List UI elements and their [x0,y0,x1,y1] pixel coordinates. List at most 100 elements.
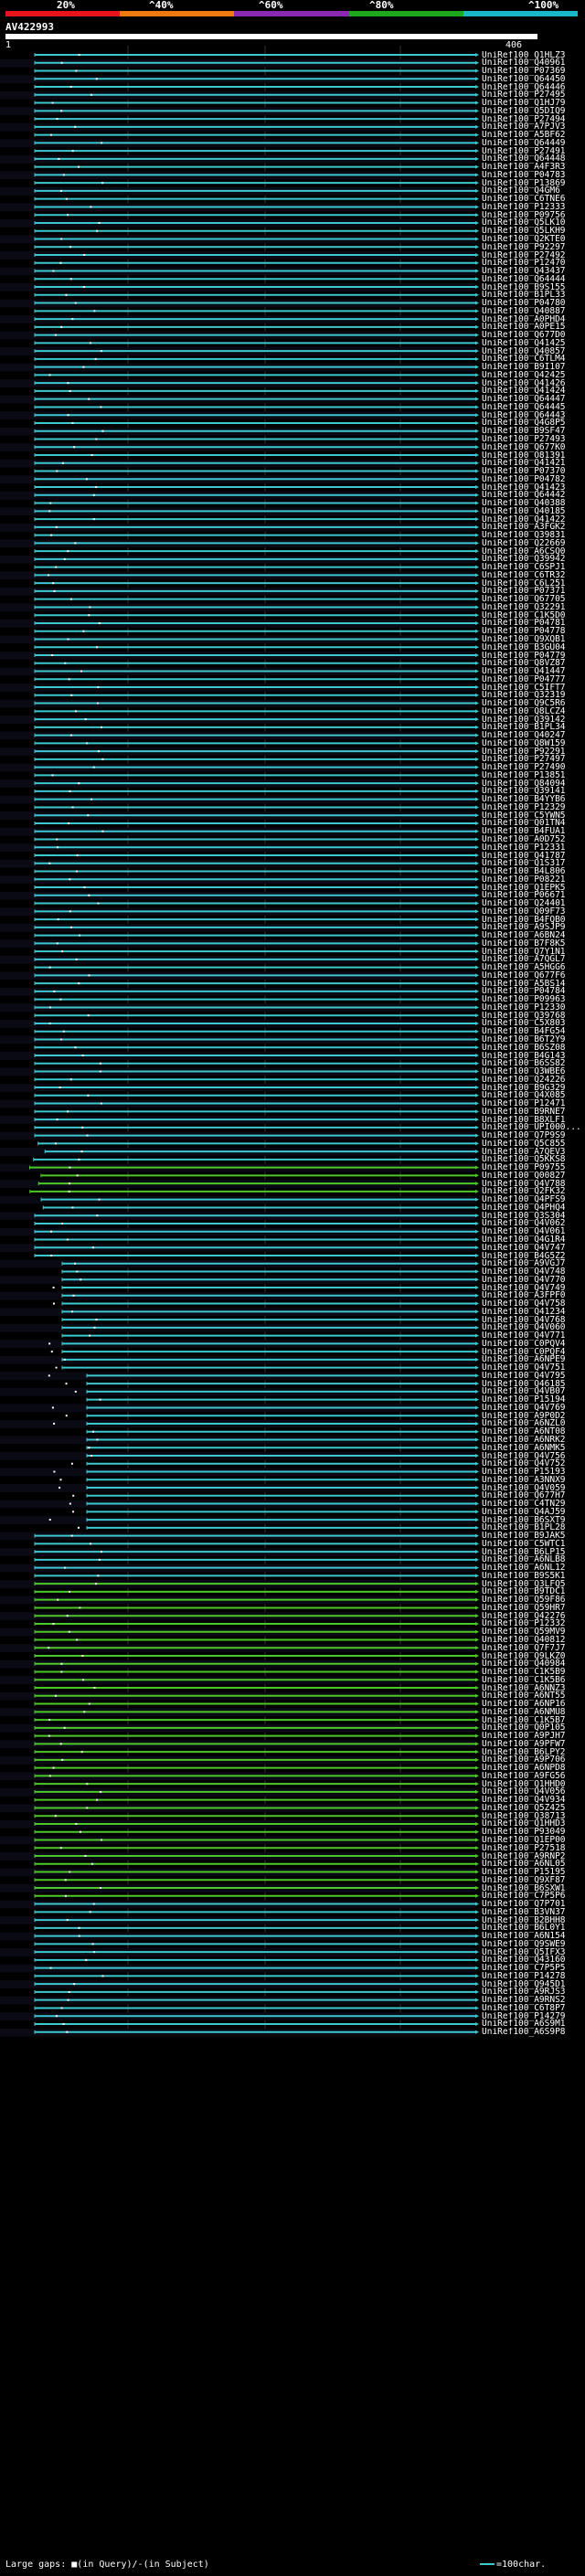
hit-label[interactable]: UniRef100_B8XLF1 [482,1115,566,1125]
hit-label[interactable]: UniRef100_Q64443 [482,410,566,420]
hit-label[interactable]: UniRef100_Q64450 [482,74,566,84]
hit-label[interactable]: UniRef100_P12332 [482,1619,566,1629]
hit-label[interactable]: UniRef100_Q1HLZ3 [482,50,566,60]
hit-label[interactable]: UniRef100_C6SPJ1 [482,563,566,573]
hit-label[interactable]: UniRef100_A9SJP9 [482,923,566,933]
hit-label[interactable]: UniRef100_A4F3R3 [482,163,566,173]
hit-label[interactable]: UniRef100_Q64448 [482,154,566,164]
hit-label[interactable]: UniRef100_P07371 [482,587,566,597]
hit-label[interactable]: UniRef100_Q9XF87 [482,1875,566,1885]
hit-label[interactable]: UniRef100_Q5DIQ9 [482,106,566,116]
hit-label[interactable]: UniRef100_Q40984 [482,1659,566,1670]
hit-label[interactable]: UniRef100_Q46185 [482,1379,566,1389]
hit-label[interactable]: UniRef100_Q1S317 [482,859,566,869]
hit-label[interactable]: UniRef100_Q09F73 [482,906,566,917]
hit-label[interactable]: UniRef100_C6TLM4 [482,355,566,365]
hit-label[interactable]: UniRef100_P15195 [482,1868,566,1878]
hit-label[interactable]: UniRef100_O81391 [482,451,566,461]
hit-label[interactable]: UniRef100_Q1HJ79 [482,99,566,109]
hit-label[interactable]: UniRef100_Q945D1 [482,1979,566,1989]
hit-label[interactable]: UniRef100_A9PFW7 [482,1739,566,1749]
hit-label[interactable]: UniRef100_Q1EPK5 [482,883,566,893]
hit-label[interactable]: UniRef100_P07369 [482,67,566,77]
hit-label[interactable]: UniRef100_Q4V062 [482,1219,566,1229]
hit-label[interactable]: UniRef100_B6SXT9 [482,1515,566,1525]
hit-label[interactable]: UniRef100_C1K5D0 [482,610,566,620]
hit-label[interactable]: UniRef100_A6S9P8 [482,2028,566,2038]
hit-label[interactable]: UniRef100_B9S5K1 [482,1571,566,1581]
hit-label[interactable]: UniRef100_Q7P701 [482,1900,566,1910]
hit-label[interactable]: UniRef100_B7F8K5 [482,938,566,949]
hit-label[interactable]: UniRef100_Q3S304 [482,1211,566,1221]
hit-label[interactable]: UniRef100_P04777 [482,674,566,684]
hit-label[interactable]: UniRef100_P12330 [482,1002,566,1012]
hit-label[interactable]: UniRef100_A6NPE9 [482,1355,566,1365]
hit-label[interactable]: UniRef100_A3FPF0 [482,1291,566,1301]
hit-label[interactable]: UniRef100_A6NMK5 [482,1443,566,1453]
hit-label[interactable]: UniRef100_A6NP16 [482,1700,566,1710]
hit-label[interactable]: UniRef100_Q4V788 [482,1179,566,1189]
hit-label[interactable]: UniRef100_Q41447 [482,667,566,677]
hit-label[interactable]: UniRef100_Q41422 [482,514,566,525]
hit-label[interactable]: UniRef100_B6LPY2 [482,1747,566,1757]
hit-label[interactable]: UniRef100_Q4X085 [482,1091,566,1101]
hit-label[interactable]: UniRef100_Q59HR7 [482,1603,566,1613]
hit-label[interactable]: UniRef100_A6NLB8 [482,1555,566,1565]
hit-label[interactable]: UniRef100_Q64445 [482,402,566,412]
hit-label[interactable]: UniRef100_P12470 [482,259,566,269]
hit-label[interactable]: UniRef100_P27490 [482,763,566,773]
hit-label[interactable]: UniRef100_Q1EP00 [482,1835,566,1845]
hit-label[interactable]: UniRef100_Q4V758 [482,1299,566,1309]
hit-label[interactable]: UniRef100_Q67705 [482,595,566,605]
hit-label[interactable]: UniRef100_Q4V749 [482,1283,566,1293]
hit-label[interactable]: UniRef100_B4FG54 [482,1027,566,1037]
hit-label[interactable]: UniRef100_Q8LCZ4 [482,706,566,716]
hit-label[interactable]: UniRef100_Q64449 [482,138,566,148]
hit-label[interactable]: UniRef100_Q9SWE9 [482,1939,566,1949]
hit-label[interactable]: UniRef100_A0PE15 [482,323,566,333]
hit-label[interactable]: UniRef100_C4TN29 [482,1500,566,1510]
hit-label[interactable]: UniRef100_Q9C5R6 [482,699,566,709]
hit-label[interactable]: UniRef100_Q4V756 [482,1451,566,1461]
hit-label[interactable]: UniRef100_B1PL33 [482,291,566,301]
hit-label[interactable]: UniRef100_B3GU04 [482,642,566,652]
hit-label[interactable]: UniRef100_A6NT08 [482,1427,566,1437]
hit-label[interactable]: UniRef100_Q40388 [482,499,566,509]
hit-label[interactable]: UniRef100_Q4V061 [482,1227,566,1237]
hit-label[interactable]: UniRef100_B4L806 [482,867,566,877]
hit-label[interactable]: UniRef100_P14279 [482,2011,566,2021]
hit-label[interactable]: UniRef100_P27491 [482,146,566,156]
hit-label[interactable]: UniRef100_C7P5P5 [482,1964,566,1974]
hit-label[interactable]: UniRef100_A6NPD8 [482,1764,566,1774]
hit-label[interactable]: UniRef100_P27497 [482,755,566,765]
hit-label[interactable]: UniRef100_C1K5B7 [482,1715,566,1725]
hit-label[interactable]: UniRef100_C6L251 [482,578,566,588]
hit-label[interactable]: UniRef100_P04784 [482,987,566,997]
hit-label[interactable]: UniRef100_B9SF47 [482,427,566,437]
hit-label[interactable]: UniRef100_Q43160 [482,1956,566,1966]
hit-label[interactable]: UniRef100_A9RJS3 [482,1988,566,1998]
hit-label[interactable]: UniRef100_Q64447 [482,395,566,405]
hit-label[interactable]: UniRef100_P27492 [482,250,566,260]
hit-label[interactable]: UniRef100_Q4V060 [482,1323,566,1333]
hit-label[interactable]: UniRef100_Q40812 [482,1635,566,1645]
hit-label[interactable]: UniRef100_A5HGG6 [482,963,566,973]
hit-label[interactable]: UniRef100_Q59MV9 [482,1627,566,1638]
hit-label[interactable]: UniRef100_UPI000... [482,1123,581,1133]
hit-label[interactable]: UniRef100_Q9XQB1 [482,634,566,644]
hit-label[interactable]: UniRef100_A6BN24 [482,931,566,941]
hit-label[interactable]: UniRef100_P07370 [482,467,566,477]
hit-label[interactable]: UniRef100_B4G5Z2 [482,1251,566,1261]
hit-label[interactable]: UniRef100_B9G329 [482,1083,566,1093]
hit-label[interactable]: UniRef100_C6TR32 [482,570,566,580]
hit-label[interactable]: UniRef100_Q4V751 [482,1363,566,1373]
hit-label[interactable]: UniRef100_B3VN37 [482,1907,566,1917]
hit-label[interactable]: UniRef100_Q41234 [482,1307,566,1317]
hit-label[interactable]: UniRef100_Q24226 [482,1075,566,1085]
hit-label[interactable]: UniRef100_Q22669 [482,538,566,548]
hit-label[interactable]: UniRef100_B4FQB0 [482,915,566,925]
hit-label[interactable]: UniRef100_A7QEV3 [482,1147,566,1157]
hit-label[interactable]: UniRef100_Q42276 [482,1611,566,1621]
hit-label[interactable]: UniRef100_P04778 [482,627,566,637]
hit-label[interactable]: UniRef100_A6NZL0 [482,1419,566,1429]
